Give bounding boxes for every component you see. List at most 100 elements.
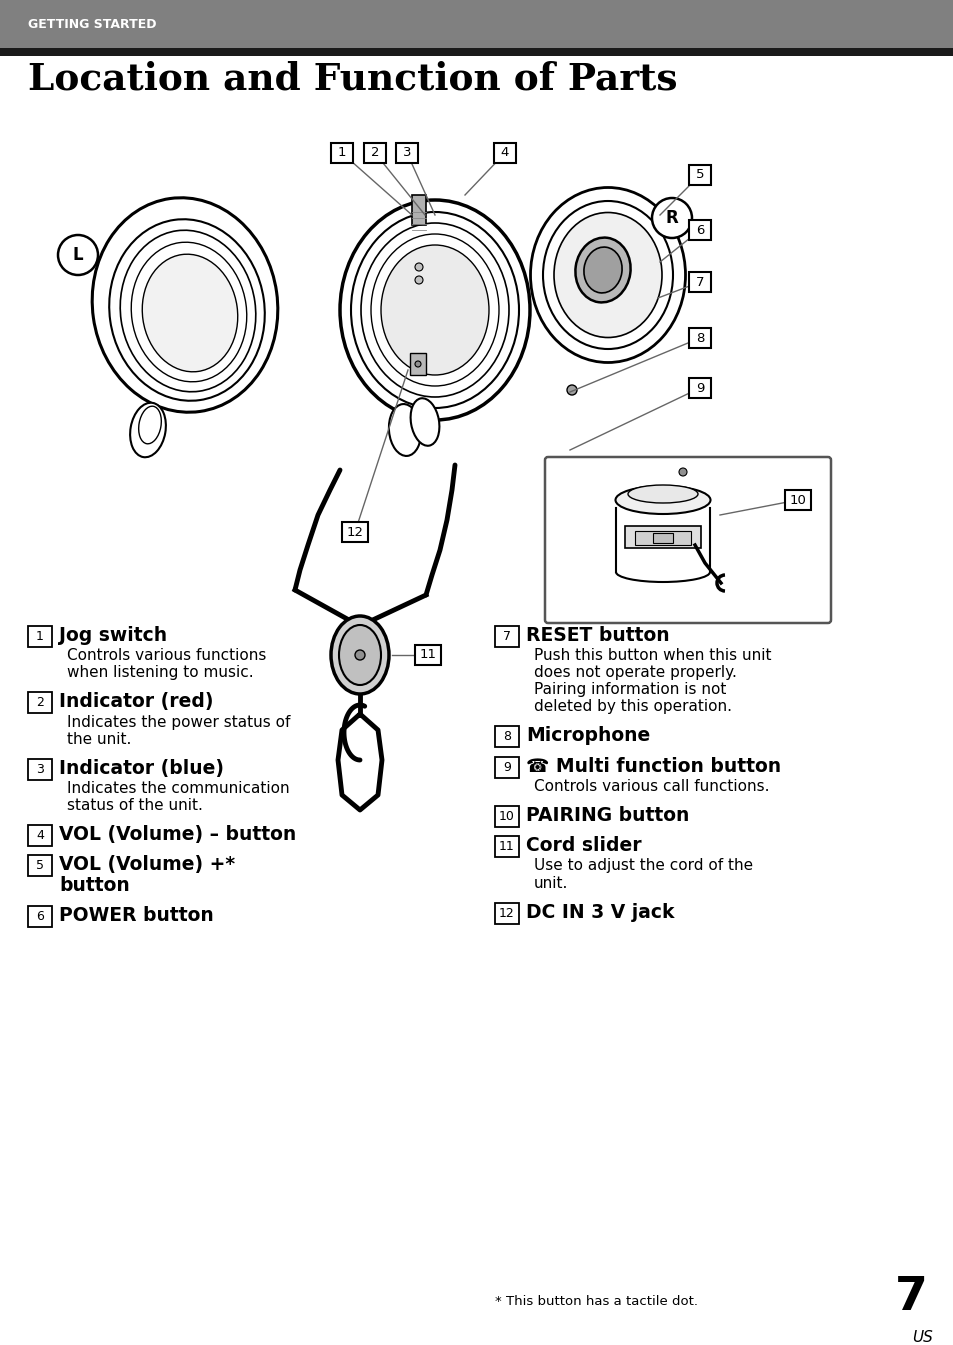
Text: Indicates the communication: Indicates the communication — [67, 781, 290, 796]
FancyBboxPatch shape — [544, 457, 830, 623]
Text: Controls various functions: Controls various functions — [67, 648, 266, 663]
Bar — [0, 0, 953, 48]
Bar — [495, 806, 518, 827]
Text: Jog switch: Jog switch — [59, 625, 167, 646]
Bar — [395, 143, 417, 163]
Text: deleted by this operation.: deleted by this operation. — [534, 699, 731, 714]
Text: 5: 5 — [36, 859, 44, 873]
Bar — [495, 726, 518, 748]
Text: RESET button: RESET button — [525, 625, 669, 646]
Circle shape — [415, 276, 422, 284]
Ellipse shape — [92, 198, 277, 412]
Circle shape — [679, 468, 686, 476]
Text: L: L — [72, 246, 83, 264]
Ellipse shape — [575, 238, 630, 303]
Circle shape — [651, 198, 691, 238]
Bar — [341, 522, 368, 542]
Text: 3: 3 — [36, 763, 44, 776]
Text: 6: 6 — [36, 909, 44, 923]
Circle shape — [415, 360, 420, 367]
Bar — [688, 165, 710, 186]
Text: Location and Function of Parts: Location and Function of Parts — [28, 61, 677, 97]
Text: Indicator (blue): Indicator (blue) — [59, 759, 224, 777]
Circle shape — [58, 235, 98, 274]
Ellipse shape — [530, 187, 685, 363]
Ellipse shape — [554, 213, 661, 338]
Text: VOL (Volume) +*: VOL (Volume) +* — [59, 855, 234, 874]
Ellipse shape — [120, 230, 255, 391]
Text: POWER button: POWER button — [59, 905, 213, 925]
Text: 8: 8 — [502, 730, 511, 744]
Text: 1: 1 — [337, 147, 346, 160]
Text: 4: 4 — [500, 147, 509, 160]
Ellipse shape — [132, 242, 247, 382]
Ellipse shape — [583, 247, 621, 293]
Ellipse shape — [389, 404, 420, 456]
Bar — [495, 757, 518, 777]
Text: does not operate properly.: does not operate properly. — [534, 666, 736, 681]
Bar — [688, 221, 710, 239]
Text: 5: 5 — [695, 168, 703, 182]
Text: 1: 1 — [36, 629, 44, 643]
Bar — [688, 378, 710, 398]
Ellipse shape — [339, 200, 530, 420]
Bar — [494, 143, 516, 163]
Text: DC IN 3 V jack: DC IN 3 V jack — [525, 902, 674, 921]
Text: ☎ Multi function button: ☎ Multi function button — [525, 757, 781, 776]
Bar — [784, 490, 810, 510]
Bar — [28, 759, 52, 780]
Ellipse shape — [360, 223, 509, 397]
Bar — [688, 272, 710, 292]
Circle shape — [355, 650, 365, 660]
Text: 12: 12 — [346, 526, 363, 538]
Bar — [495, 902, 518, 924]
Bar — [28, 693, 52, 713]
Text: 2: 2 — [36, 697, 44, 709]
Bar — [635, 531, 690, 545]
Text: US: US — [911, 1330, 932, 1345]
Bar — [28, 824, 52, 846]
Ellipse shape — [138, 406, 161, 444]
Text: 9: 9 — [695, 382, 703, 394]
Bar — [415, 646, 440, 664]
Ellipse shape — [130, 402, 166, 457]
Ellipse shape — [351, 213, 518, 408]
Text: 7: 7 — [502, 629, 511, 643]
Bar — [688, 328, 710, 348]
Text: when listening to music.: when listening to music. — [67, 666, 253, 681]
Bar — [28, 905, 52, 927]
Bar — [331, 143, 353, 163]
Ellipse shape — [338, 625, 380, 685]
Bar — [412, 195, 426, 225]
Text: 11: 11 — [419, 648, 436, 662]
Bar — [652, 533, 672, 543]
Bar — [28, 625, 52, 647]
Text: VOL (Volume) – button: VOL (Volume) – button — [59, 824, 296, 845]
Text: unit.: unit. — [534, 876, 568, 890]
Bar — [495, 625, 518, 647]
Text: 8: 8 — [695, 331, 703, 344]
Text: 11: 11 — [498, 841, 515, 853]
Bar — [495, 837, 518, 857]
Bar — [410, 352, 426, 375]
Bar — [624, 526, 700, 547]
Text: Pairing information is not: Pairing information is not — [534, 682, 725, 697]
Text: Use to adjust the cord of the: Use to adjust the cord of the — [534, 858, 752, 873]
Ellipse shape — [380, 245, 489, 375]
Text: status of the unit.: status of the unit. — [67, 798, 203, 812]
Ellipse shape — [542, 200, 672, 348]
Bar — [364, 143, 386, 163]
Ellipse shape — [109, 219, 265, 401]
Ellipse shape — [410, 398, 439, 445]
Text: GETTING STARTED: GETTING STARTED — [28, 17, 156, 31]
Text: 7: 7 — [894, 1275, 927, 1319]
Text: PAIRING button: PAIRING button — [525, 806, 689, 824]
Text: 10: 10 — [789, 494, 805, 507]
Ellipse shape — [371, 234, 498, 386]
Text: Microphone: Microphone — [525, 726, 650, 745]
Text: 10: 10 — [498, 810, 515, 823]
Text: 9: 9 — [502, 761, 511, 773]
Text: Push this button when this unit: Push this button when this unit — [534, 648, 771, 663]
Text: 12: 12 — [498, 907, 515, 920]
Text: Cord slider: Cord slider — [525, 837, 641, 855]
